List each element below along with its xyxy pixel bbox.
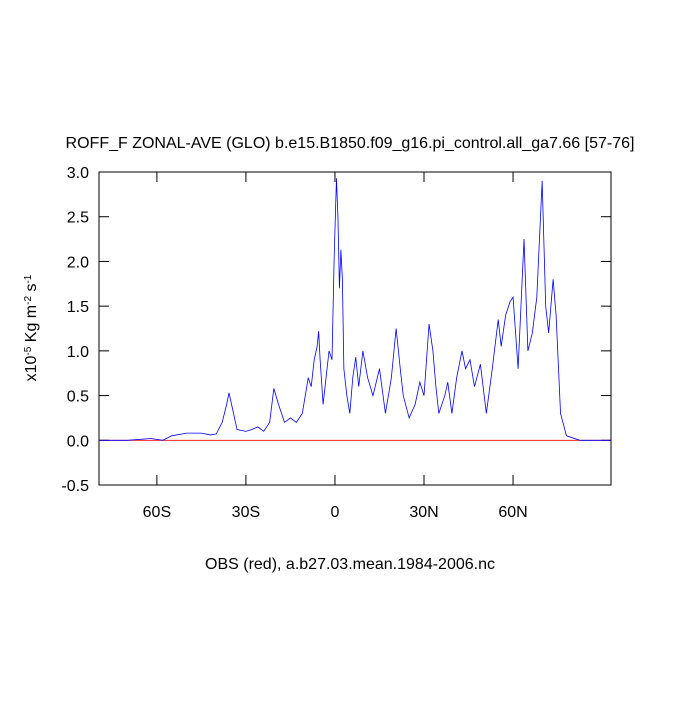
y-tick-label: 1.0: [67, 344, 89, 361]
y-label-superscript: -1: [23, 274, 34, 283]
y-axis-label: x10-5 Kg m-2 s-1: [23, 274, 41, 381]
x-tick-label: 30N: [409, 504, 438, 521]
y-label-superscript: -5: [23, 346, 34, 355]
y-label-text: s: [23, 284, 40, 296]
x-tick-label: 60S: [143, 504, 171, 521]
data-line: [99, 178, 611, 441]
y-tick-label: 3.0: [67, 165, 89, 182]
y-tick-label: 1.5: [67, 299, 89, 316]
y-tick-label: -0.5: [61, 478, 89, 495]
x-tick-label: 60N: [498, 504, 527, 521]
y-label-text: Kg m: [23, 305, 40, 347]
chart-title: ROFF_F ZONAL-AVE (GLO) b.e15.B1850.f09_g…: [66, 135, 635, 152]
y-label-superscript: -2: [23, 296, 34, 305]
plot-frame: [98, 171, 612, 486]
y-label-text: x10: [23, 355, 40, 381]
x-axis-label: OBS (red), a.b27.03.mean.1984-2006.nc: [205, 556, 495, 573]
y-tick-label: 2.0: [67, 254, 89, 271]
x-tick-label: 0: [331, 504, 340, 521]
y-tick-label: 0.5: [67, 389, 89, 406]
x-tick-label: 30S: [232, 504, 260, 521]
y-tick-label: 0.0: [67, 433, 89, 450]
y-tick-label: 2.5: [67, 210, 89, 227]
